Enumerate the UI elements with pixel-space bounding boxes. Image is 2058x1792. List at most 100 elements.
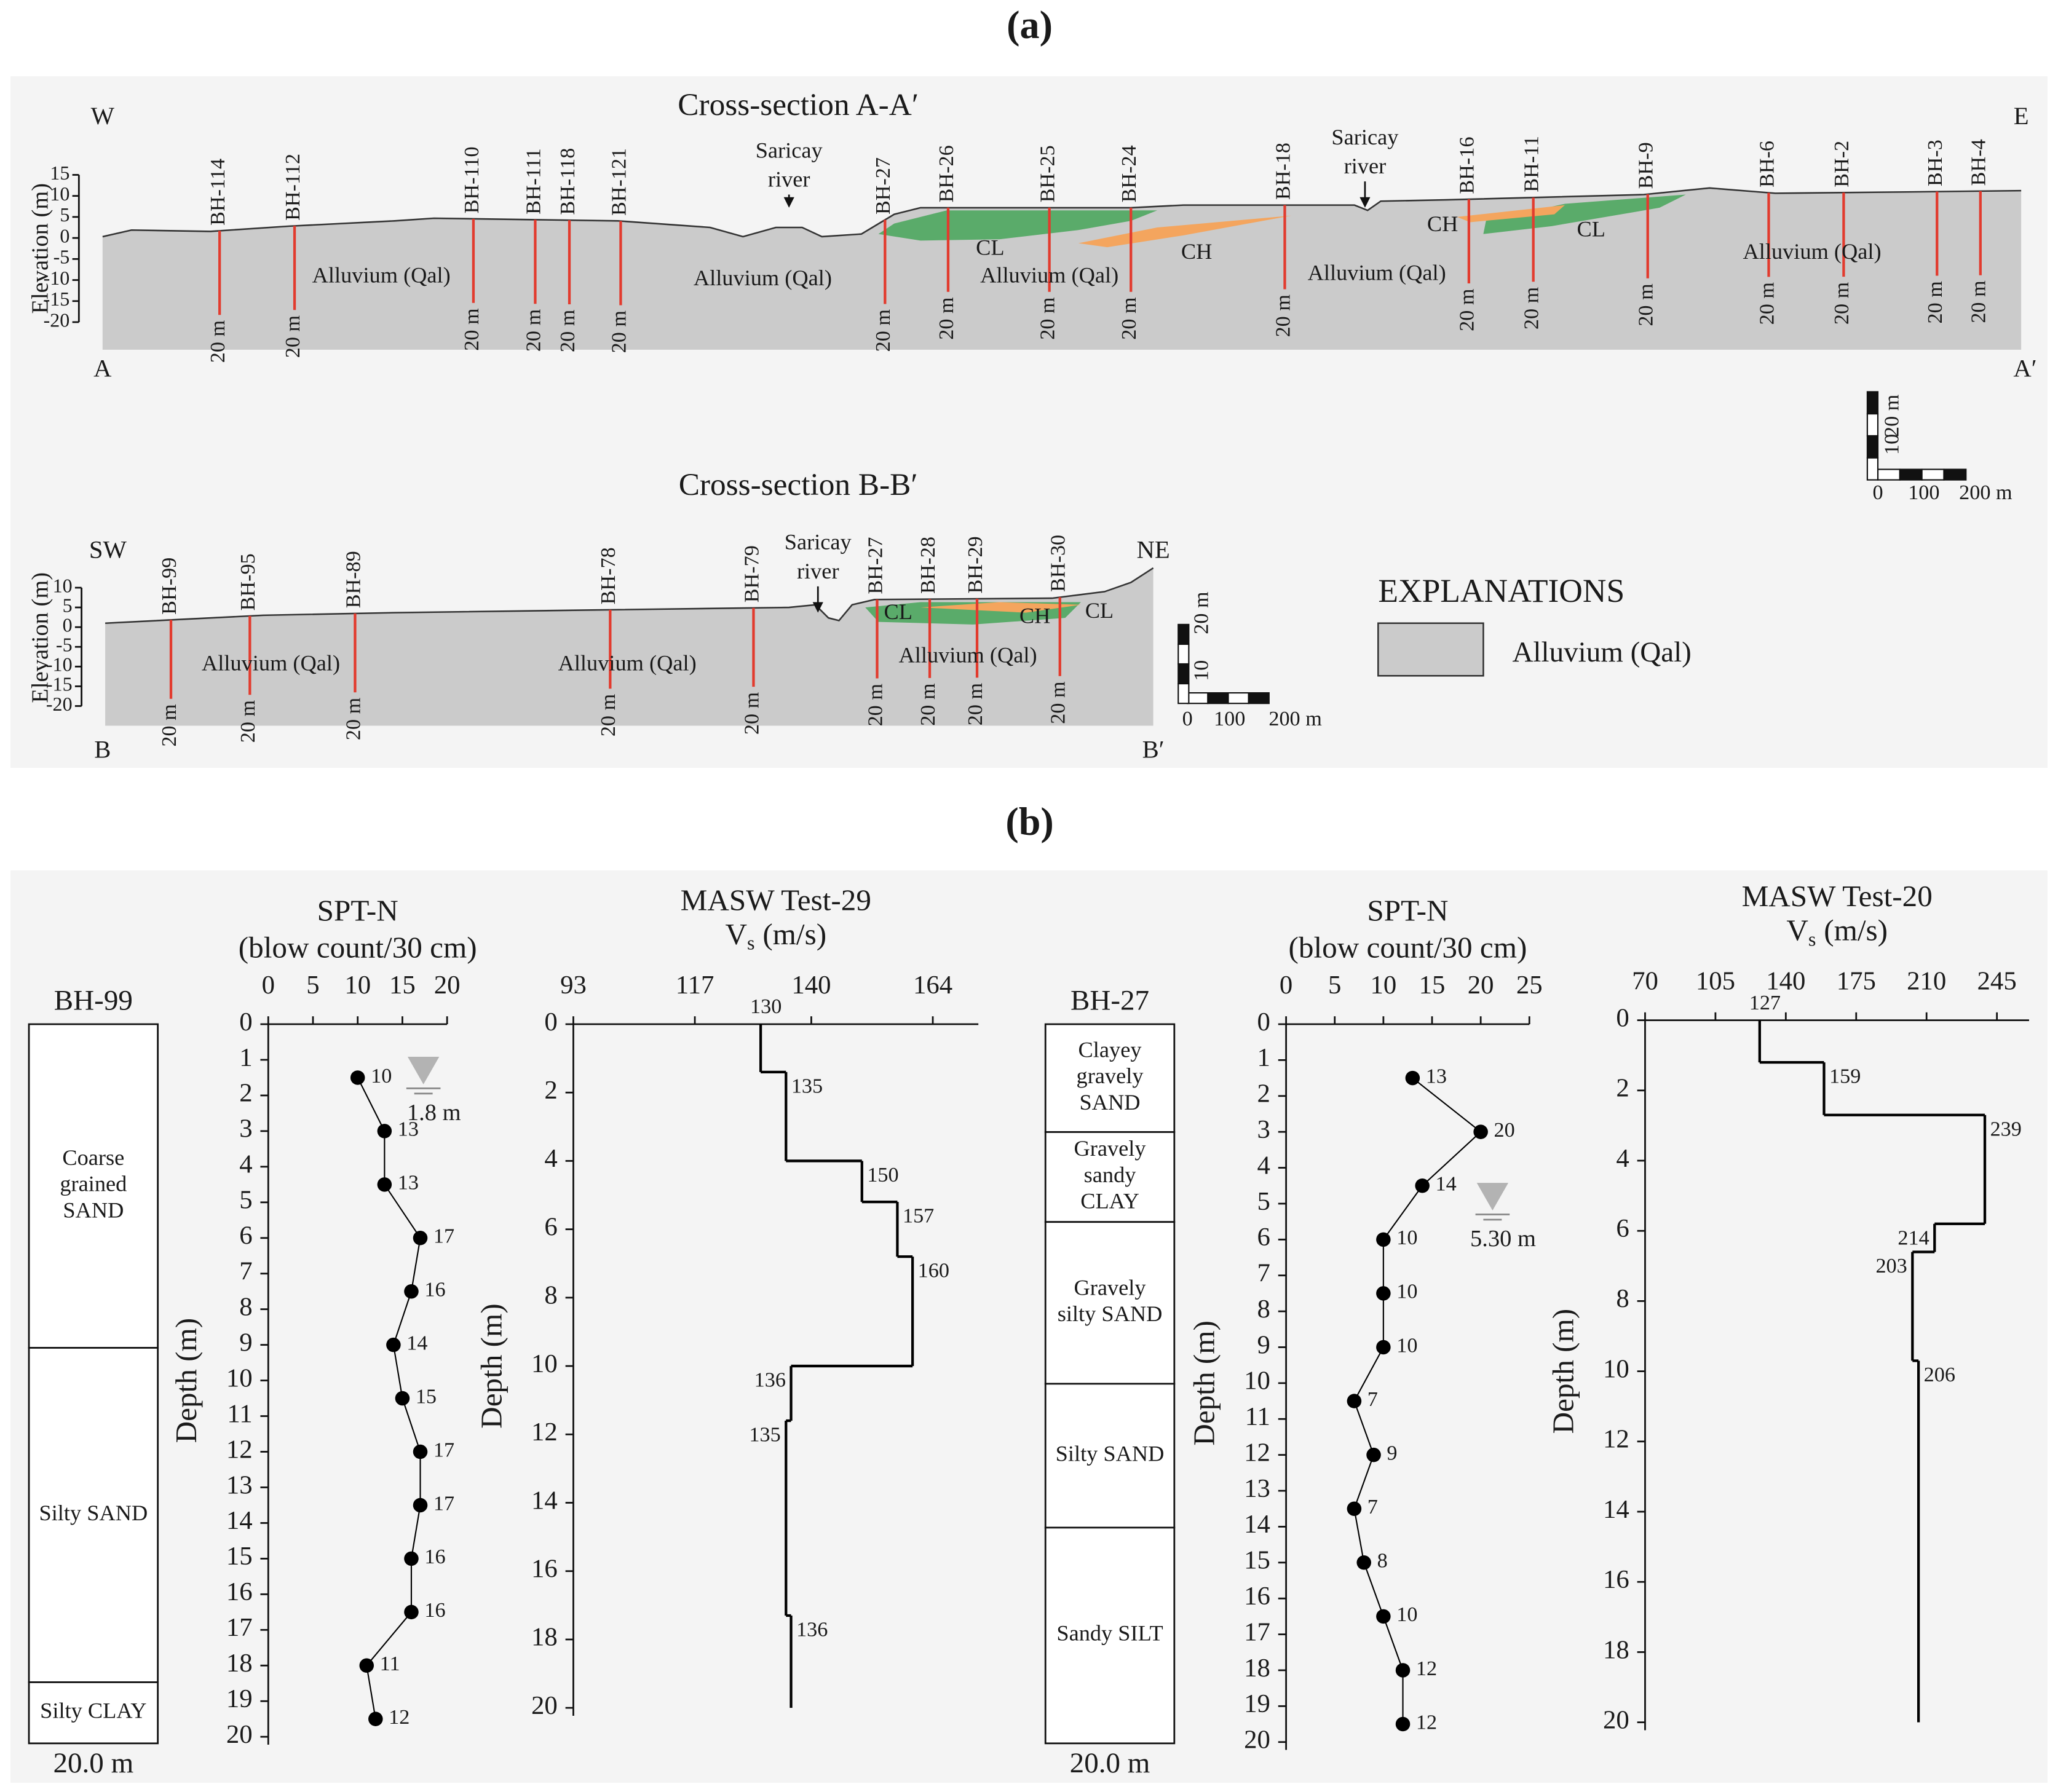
borehole-name: BH-29 (964, 536, 987, 593)
y-tick-label: 1 (239, 1043, 252, 1072)
section-end-label: B (94, 736, 111, 764)
y-tick-label: 8 (544, 1281, 557, 1310)
x-tick-label: 5 (1328, 971, 1341, 1000)
unit-label: CL (976, 235, 1004, 260)
borehole-name: BH-79 (740, 545, 763, 602)
y-axis-label: Depth (m) (474, 1303, 508, 1428)
x-axis-label-sub: s (1808, 928, 1816, 950)
spt-point (1347, 1394, 1362, 1408)
spt-point (1376, 1609, 1391, 1624)
y-tick-label: 19 (1244, 1689, 1270, 1718)
borehole-depth: 20 m (1047, 681, 1070, 724)
spt-point (1376, 1232, 1391, 1247)
borehole-name: BH-89 (342, 551, 365, 608)
y-tick-label: 8 (1257, 1295, 1270, 1324)
y-tick-label: 14 (1244, 1510, 1270, 1539)
borehole-depth: 20 m (1272, 294, 1294, 337)
y-tick-label: 0 (60, 224, 69, 247)
scale-segment (1177, 643, 1190, 665)
borehole-name: BH-18 (1272, 143, 1294, 200)
y-tick-label: 14 (226, 1506, 253, 1535)
chart-title: SPT-N (1367, 894, 1448, 928)
data-label: 17 (433, 1225, 454, 1248)
x-axis-label: Vs (m/s) (1786, 914, 1888, 950)
panel-label: (a) (1007, 3, 1053, 47)
borehole-depth: 20 m (461, 308, 483, 351)
y-tick-label: 1 (1257, 1043, 1270, 1072)
unit-label: Alluvium (Qal) (558, 651, 697, 676)
scale-label: 200 m (1959, 481, 2012, 504)
data-label: 10 (371, 1065, 392, 1087)
data-label: 13 (398, 1118, 419, 1141)
borehole-name: BH-121 (608, 148, 630, 216)
unit-label: Alluvium (Qal) (202, 651, 340, 676)
y-tick-label: 11 (227, 1399, 252, 1428)
section-end-label: A (93, 354, 112, 382)
spt-point (386, 1337, 401, 1352)
x-tick-label: 10 (344, 971, 371, 1000)
borehole-depth: 20 m (282, 315, 304, 358)
borehole-name: BH-27 (872, 157, 895, 215)
river-label: Saricay (756, 138, 823, 162)
borehole-name: BH-27 (864, 537, 887, 594)
spt-point (359, 1658, 374, 1673)
borehole-depth: 20 m (917, 683, 940, 726)
scale-segment (1899, 468, 1923, 481)
y-tick-label: 16 (531, 1555, 558, 1584)
borehole-name: BH-112 (282, 154, 304, 221)
y-tick-label: 0 (544, 1008, 557, 1036)
spt-point (1356, 1555, 1371, 1570)
scale-segment (1177, 683, 1190, 705)
y-tick-label: 14 (1603, 1495, 1629, 1524)
data-label: 159 (1829, 1065, 1861, 1088)
scale-segment (1866, 457, 1879, 481)
spt-point (377, 1177, 392, 1192)
data-label: 17 (433, 1439, 454, 1461)
layer-label: grained (60, 1172, 127, 1196)
y-tick-label: 15 (226, 1542, 253, 1571)
spt-point (1395, 1663, 1411, 1678)
borehole-depth: 20 m (864, 684, 887, 727)
data-label: 10 (1396, 1281, 1417, 1303)
borehole-name: BH-78 (597, 547, 620, 604)
y-tick-label: -10 (46, 653, 73, 676)
section-title: Cross-section B-B′ (679, 467, 918, 502)
water-table (1476, 1183, 1509, 1211)
y-tick-label: 20 (226, 1720, 253, 1749)
data-label: 136 (796, 1618, 828, 1641)
data-label: 17 (433, 1492, 454, 1515)
chart-title: MASW Test-20 (1742, 879, 1933, 913)
y-tick-label: 17 (226, 1613, 253, 1642)
y-tick-label: 10 (1603, 1354, 1629, 1383)
y-tick-label: 16 (1603, 1565, 1629, 1594)
y-tick-label: 14 (531, 1486, 558, 1515)
data-label: 7 (1367, 1388, 1378, 1411)
y-tick-label: 10 (531, 1349, 558, 1378)
unit-label: CH (1019, 604, 1050, 628)
borehole-depth: 20 m (1456, 288, 1479, 331)
borehole-name: BH-28 (917, 537, 940, 594)
spt-point (395, 1391, 410, 1406)
scale-segment (1866, 391, 1879, 415)
x-tick-label: 20 (1468, 971, 1494, 1000)
borehole-name: BH-30 (1047, 535, 1070, 592)
spt-point (1473, 1124, 1488, 1139)
data-label: 12 (1416, 1711, 1437, 1734)
log-layer (1044, 1221, 1176, 1385)
x-tick-label: 210 (1907, 967, 1946, 996)
y-tick-label: 19 (226, 1684, 253, 1713)
spt-point (1347, 1501, 1362, 1516)
spt-point (368, 1711, 383, 1726)
borehole-depth: 20 m (237, 700, 259, 743)
borehole-depth: 20 m (522, 309, 545, 352)
y-tick-label: 12 (1603, 1425, 1629, 1454)
y-tick-label: 0 (1616, 1003, 1629, 1032)
y-tick-label: 12 (531, 1418, 558, 1447)
borehole-name: BH-24 (1118, 145, 1141, 202)
scale-label: 10 (1881, 434, 1904, 455)
arrow-head (783, 197, 794, 208)
y-tick-label: 17 (1244, 1617, 1270, 1646)
y-tick-label: 10 (50, 183, 69, 205)
y-tick-label: 0 (63, 614, 73, 636)
x-tick-label: 105 (1696, 967, 1735, 996)
